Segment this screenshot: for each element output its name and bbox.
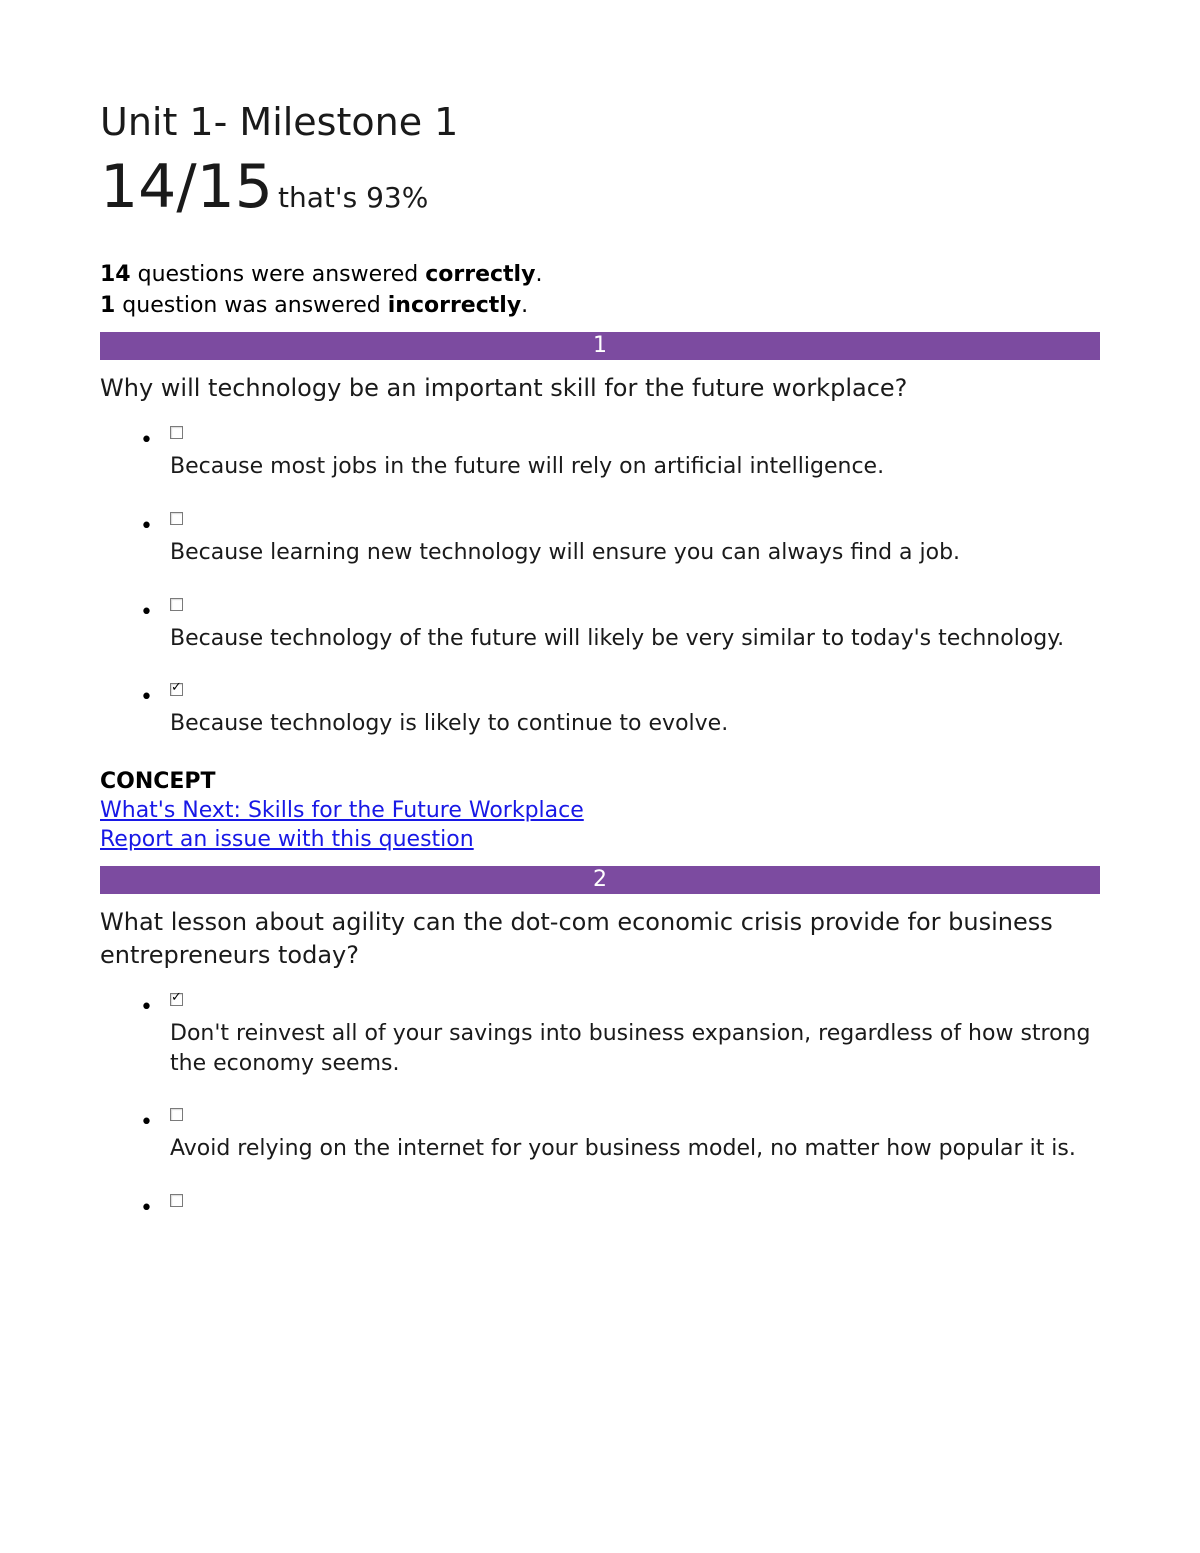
score-fraction: 14/15 (100, 152, 273, 222)
checkbox-icon[interactable] (170, 426, 183, 439)
checkbox-icon[interactable] (170, 1108, 183, 1121)
answer-text: Don't reinvest all of your savings into … (170, 1019, 1100, 1078)
question-number-bar: 1 (100, 332, 1100, 360)
incorrect-word: incorrectly (388, 293, 521, 318)
checkbox-checked-icon[interactable] (170, 993, 183, 1006)
summary-incorrect: 1 question was answered incorrectly. (100, 293, 1100, 318)
incorrect-count: 1 (100, 293, 115, 318)
incorrect-text: question was answered (115, 293, 387, 318)
correct-count: 14 (100, 262, 131, 287)
answer-item: Avoid relying on the internet for your b… (140, 1108, 1100, 1164)
answer-text: Because technology of the future will li… (170, 624, 1100, 654)
answer-list: Don't reinvest all of your savings into … (100, 993, 1100, 1212)
summary-correct: 14 questions were answered correctly. (100, 262, 1100, 287)
answer-item (140, 1194, 1100, 1212)
answer-text: Avoid relying on the internet for your b… (170, 1134, 1100, 1164)
answer-list: Because most jobs in the future will rel… (100, 426, 1100, 739)
concept-link[interactable]: What's Next: Skills for the Future Workp… (100, 798, 584, 823)
answer-item: Because technology is likely to continue… (140, 683, 1100, 739)
answer-item: Don't reinvest all of your savings into … (140, 993, 1100, 1078)
checkbox-icon[interactable] (170, 598, 183, 611)
report-issue-link[interactable]: Report an issue with this question (100, 827, 474, 852)
checkbox-checked-icon[interactable] (170, 683, 183, 696)
correct-word: correctly (425, 262, 535, 287)
correct-text: questions were answered (131, 262, 426, 287)
question-text: Why will technology be an important skil… (100, 372, 1100, 404)
page-title: Unit 1- Milestone 1 (100, 100, 1100, 144)
score-percent: that's 93% (278, 181, 428, 214)
answer-text: Because most jobs in the future will rel… (170, 452, 1100, 482)
checkbox-icon[interactable] (170, 512, 183, 525)
question-text: What lesson about agility can the dot-co… (100, 906, 1100, 971)
answer-item: Because technology of the future will li… (140, 598, 1100, 654)
answer-text: Because learning new technology will ens… (170, 538, 1100, 568)
concept-label: CONCEPT (100, 769, 1100, 794)
checkbox-icon[interactable] (170, 1194, 183, 1207)
question-number-bar: 2 (100, 866, 1100, 894)
answer-item: Because most jobs in the future will rel… (140, 426, 1100, 482)
answer-text: Because technology is likely to continue… (170, 709, 1100, 739)
score-line: 14/15 that's 93% (100, 152, 1100, 222)
answer-item: Because learning new technology will ens… (140, 512, 1100, 568)
